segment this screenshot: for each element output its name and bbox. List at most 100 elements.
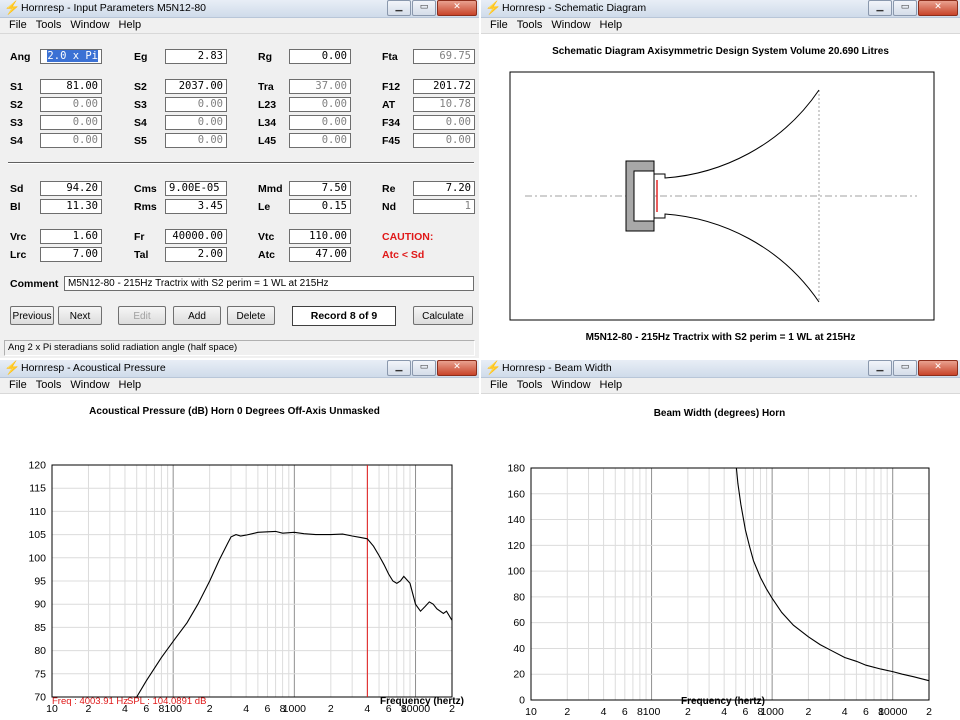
param-field[interactable]: 2037.00 (165, 79, 227, 94)
param-value: 47.00 (315, 248, 347, 260)
param-label: Mmd (258, 183, 283, 195)
maximize-button[interactable]: ▭ (412, 360, 436, 376)
close-button[interactable]: ✕ (437, 0, 477, 16)
param-field[interactable]: 0.00 (289, 115, 351, 130)
param-value: 11.30 (66, 200, 98, 212)
comment-field[interactable]: M5N12-80 - 215Hz Tractrix with S2 perim … (64, 276, 474, 291)
title-bar[interactable]: ⚡ Hornresp - Acoustical Pressure ▁ ▭ ✕ (0, 360, 479, 378)
title-bar[interactable]: ⚡ Hornresp - Schematic Diagram ▁ ▭ ✕ (481, 0, 960, 18)
param-label: S5 (134, 135, 147, 147)
next-button[interactable]: Next (58, 306, 102, 325)
menu-tools[interactable]: Tools (35, 379, 62, 391)
param-field[interactable]: 0.00 (165, 133, 227, 148)
x-tick-label: 10 (46, 703, 58, 715)
param-label: S4 (10, 135, 23, 147)
param-field[interactable]: 9.00E-05 (165, 181, 227, 196)
param-label: Nd (382, 201, 396, 213)
param-label: Le (258, 201, 271, 213)
param-value: 2.83 (197, 50, 223, 62)
param-field[interactable]: 0.00 (413, 115, 475, 130)
schematic-window: ⚡ Hornresp - Schematic Diagram ▁ ▭ ✕ Fil… (481, 0, 960, 358)
maximize-button[interactable]: ▭ (893, 360, 917, 376)
param-value: 40000.00 (172, 230, 223, 242)
menu-help[interactable]: Help (118, 19, 142, 31)
param-value: 0.00 (72, 98, 98, 110)
title-bar[interactable]: ⚡ Hornresp - Input Parameters M5N12-80 ▁… (0, 0, 479, 18)
minimize-button[interactable]: ▁ (387, 0, 411, 16)
param-field[interactable]: 7.00 (40, 247, 102, 262)
param-field[interactable]: 0.00 (289, 49, 351, 64)
menu-window[interactable]: Window (70, 379, 110, 391)
menu-tools[interactable]: Tools (35, 19, 62, 31)
param-field[interactable]: 81.00 (40, 79, 102, 94)
param-field[interactable]: 2.0 x Pi (40, 49, 102, 64)
param-field[interactable]: 11.30 (40, 199, 102, 214)
plot-frame (51, 464, 453, 698)
param-field[interactable]: 0.00 (289, 133, 351, 148)
param-field[interactable]: 7.20 (413, 181, 475, 196)
menu-window[interactable]: Window (551, 19, 591, 31)
maximize-button[interactable]: ▭ (412, 0, 436, 16)
menu-help[interactable]: Help (599, 19, 623, 31)
param-field[interactable]: 10.78 (413, 97, 475, 112)
param-label: S4 (134, 117, 147, 129)
param-field[interactable]: 69.75 (413, 49, 475, 64)
menu-file[interactable]: File (490, 19, 508, 31)
param-field[interactable]: 2.00 (165, 247, 227, 262)
param-field[interactable]: 94.20 (40, 181, 102, 196)
param-field[interactable]: 7.50 (289, 181, 351, 196)
param-field[interactable]: 47.00 (289, 247, 351, 262)
minimize-button[interactable]: ▁ (868, 0, 892, 16)
calculate-button[interactable]: Calculate (413, 306, 473, 325)
param-field[interactable]: 2.83 (165, 49, 227, 64)
menu-help[interactable]: Help (599, 379, 623, 391)
menu-file[interactable]: File (9, 379, 27, 391)
param-field[interactable]: 40000.00 (165, 229, 227, 244)
menu-file[interactable]: File (9, 19, 27, 31)
menu-help[interactable]: Help (118, 379, 142, 391)
param-label: Ang (10, 51, 31, 63)
menu-tools[interactable]: Tools (516, 19, 543, 31)
menu-window[interactable]: Window (70, 19, 110, 31)
param-field[interactable]: 37.00 (289, 79, 351, 94)
close-button[interactable]: ✕ (918, 360, 958, 376)
param-label: Fta (382, 51, 398, 63)
maximize-button[interactable]: ▭ (893, 0, 917, 16)
param-label: F45 (382, 135, 401, 147)
y-tick-label: 140 (507, 514, 525, 526)
param-field[interactable]: 110.00 (289, 229, 351, 244)
param-field[interactable]: 0.00 (40, 97, 102, 112)
param-field[interactable]: 0.00 (413, 133, 475, 148)
add-button[interactable]: Add (173, 306, 221, 325)
menu-tools[interactable]: Tools (516, 379, 543, 391)
param-field[interactable]: 0.00 (165, 97, 227, 112)
param-field[interactable]: 0.00 (165, 115, 227, 130)
param-field[interactable]: 0.00 (40, 133, 102, 148)
param-field[interactable]: 1 (413, 199, 475, 214)
minimize-button[interactable]: ▁ (387, 360, 411, 376)
edit-button[interactable]: Edit (118, 306, 166, 325)
previous-button[interactable]: Previous (10, 306, 54, 325)
chart-title: Beam Width (degrees) Horn (653, 408, 786, 419)
minimize-button[interactable]: ▁ (868, 360, 892, 376)
x-tick-label: 8 (280, 703, 286, 715)
delete-button[interactable]: Delete (227, 306, 275, 325)
beam-width-window: ⚡ Hornresp - Beam Width ▁ ▭ ✕ File Tools W… (481, 360, 960, 720)
title-bar[interactable]: ⚡ Hornresp - Beam Width ▁ ▭ ✕ (481, 360, 960, 378)
schematic-heading: Schematic Diagram Axisymmetric Design Sy… (552, 46, 889, 57)
param-value: 69.75 (439, 50, 471, 62)
param-field[interactable]: 201.72 (413, 79, 475, 94)
x-tick-label: 8 (758, 706, 764, 718)
param-field[interactable]: 3.45 (165, 199, 227, 214)
close-button[interactable]: ✕ (918, 0, 958, 16)
menu-file[interactable]: File (490, 379, 508, 391)
param-field[interactable]: 0.15 (289, 199, 351, 214)
param-field[interactable]: 0.00 (289, 97, 351, 112)
close-button[interactable]: ✕ (437, 360, 477, 376)
param-field[interactable]: 0.00 (40, 115, 102, 130)
param-field[interactable]: 1.60 (40, 229, 102, 244)
y-tick-label: 0 (519, 695, 525, 707)
menu-window[interactable]: Window (551, 379, 591, 391)
